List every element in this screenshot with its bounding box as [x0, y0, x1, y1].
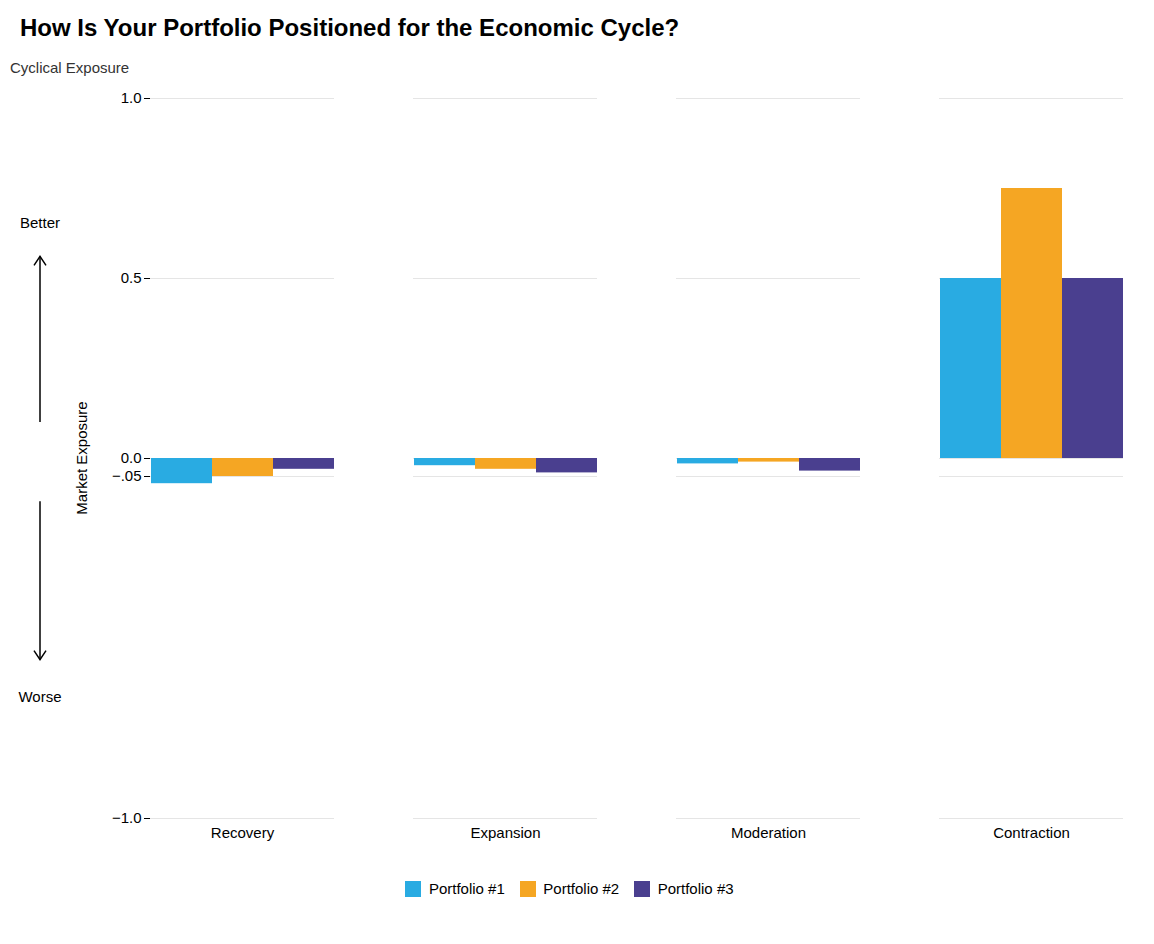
svg-text:1.0: 1.0 — [121, 89, 142, 106]
svg-text:Expansion: Expansion — [470, 824, 540, 841]
svg-text:Cyclical Exposure: Cyclical Exposure — [10, 59, 129, 76]
html-text:Portfolio #2: Portfolio #2 — [543, 880, 620, 897]
svg-text:Market Exposure: Market Exposure — [73, 401, 90, 514]
svg-text:0.0: 0.0 — [121, 449, 142, 466]
svg-text:−1.0: −1.0 — [112, 809, 142, 826]
html-text:Portfolio #1: Portfolio #1 — [428, 880, 505, 897]
svg-text:Worse: Worse — [18, 688, 61, 705]
svg-text:Recovery: Recovery — [211, 824, 275, 841]
svg-text:Better: Better — [20, 214, 60, 231]
html-text:How Is Your Portfolio Position: How Is Your Portfolio Positioned for the… — [20, 14, 680, 41]
html-text:Portfolio #3: Portfolio #3 — [657, 880, 734, 897]
svg-text:Contraction: Contraction — [993, 824, 1070, 841]
svg-text:−.05: −.05 — [112, 467, 142, 484]
svg-text:Moderation: Moderation — [731, 824, 806, 841]
svg-text:0.5: 0.5 — [121, 269, 142, 286]
